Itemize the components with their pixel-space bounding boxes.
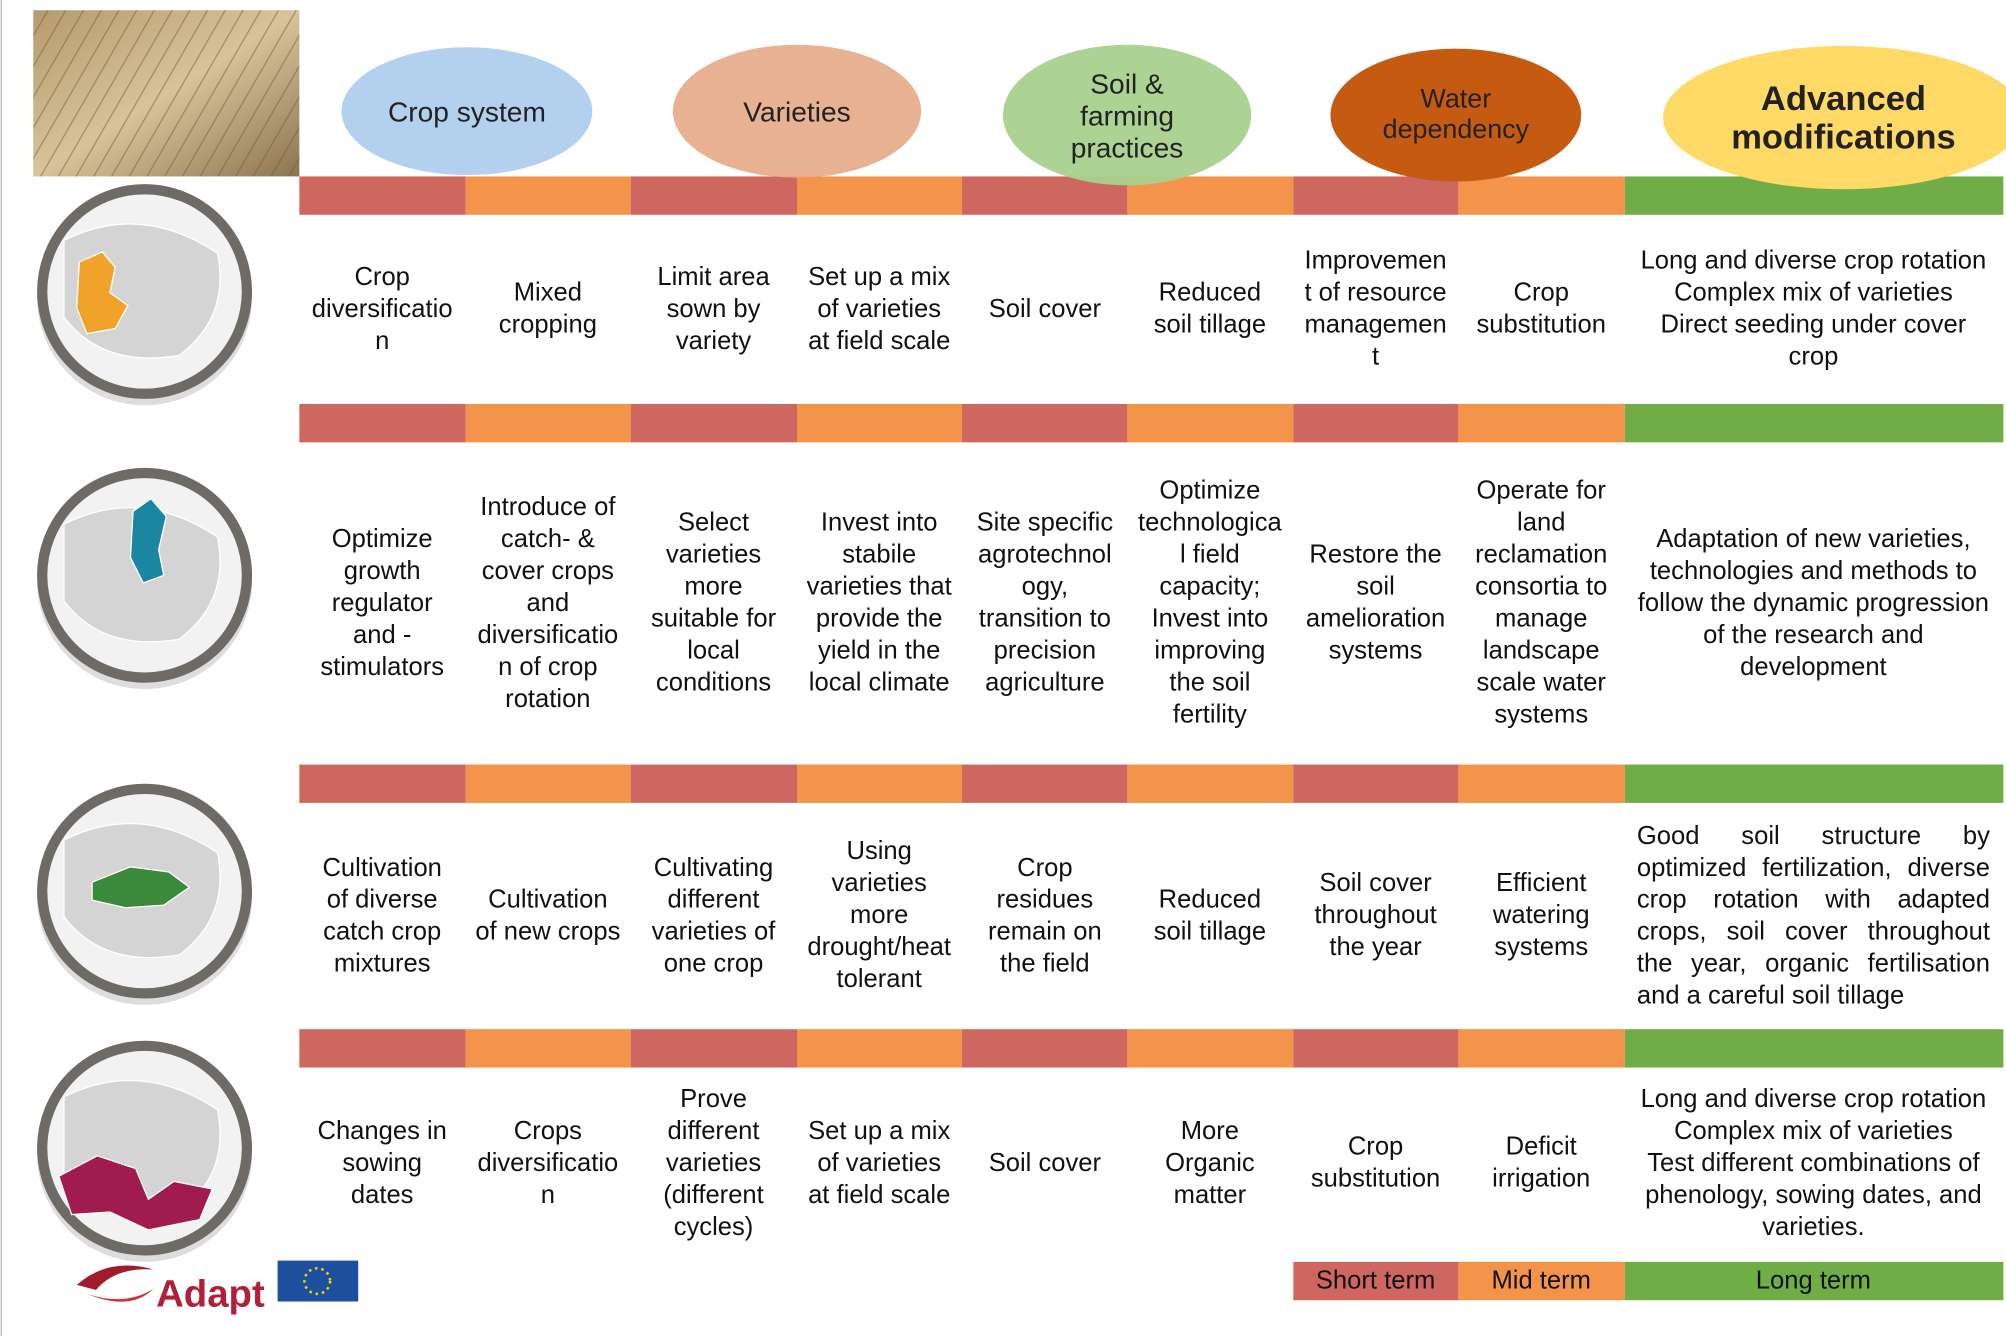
measure-cell: Set up a mix of varieties at field scale — [808, 262, 951, 355]
legend-item: Short term — [1292, 1261, 1459, 1301]
measure-cell: Mixed cropping — [498, 278, 597, 339]
term-bar — [1624, 764, 2003, 803]
term-bar — [962, 404, 1128, 443]
measure-cell: Optimize technological field capacity; I… — [1138, 476, 1282, 729]
term-bar — [465, 1029, 631, 1068]
term-bar — [1127, 764, 1293, 803]
legend-item: Mid term — [1458, 1261, 1625, 1301]
advanced-cell: Adaptation of new varieties, technologie… — [1637, 524, 1990, 681]
advanced-cell: Long and diverse crop rotation Complex m… — [1640, 246, 1987, 371]
term-bar — [630, 1029, 797, 1068]
term-bar — [1127, 1029, 1293, 1068]
term-bar — [1127, 404, 1293, 443]
logo-text: Adapt — [156, 1273, 265, 1316]
term-bar — [1458, 404, 1625, 443]
term-bar — [630, 764, 797, 803]
measure-cell: Efficient watering systems — [1492, 869, 1590, 962]
measure-cell: Reduced soil tillage — [1153, 278, 1267, 339]
term-bar — [796, 404, 963, 443]
measure-cell: Cultivation of new crops — [475, 885, 621, 946]
logo-eu — [277, 1260, 359, 1302]
region — [129, 497, 168, 584]
measure-cell: Introduce of catch- & cover crops and di… — [477, 492, 619, 713]
measure-cell: Crops diversification — [477, 1116, 619, 1209]
legend-item: Long term — [1624, 1261, 2003, 1301]
measure-cell: Changes in sowing dates — [317, 1116, 447, 1209]
advanced-cell: Good soil structure by optimized fertili… — [1636, 821, 1990, 1010]
measure-cell: Soil cover throughout the year — [1314, 869, 1437, 962]
measure-cell: Operate for land reclamation consortia t… — [1475, 476, 1608, 729]
term-bar — [796, 176, 963, 215]
term-bar — [299, 1029, 466, 1068]
measure-cell: Set up a mix of varieties at field scale — [808, 1116, 951, 1209]
measure-cell: Cultivation of diverse catch crop mixtur… — [322, 853, 442, 978]
term-bar — [796, 764, 963, 803]
category-header: Water dependency — [1330, 48, 1582, 182]
measure-cell: Crop diversification — [311, 262, 453, 355]
term-bar — [1292, 404, 1459, 443]
term-bar — [962, 1029, 1128, 1068]
term-bar — [1292, 764, 1459, 803]
category-header: Soil & farming practices — [1002, 44, 1252, 186]
term-bar — [1624, 1029, 2003, 1068]
term-bar — [1292, 1029, 1459, 1068]
category-header: Varieties — [672, 44, 922, 178]
term-bar — [465, 404, 631, 443]
term-bar — [1458, 176, 1625, 215]
measure-cell: Improvement of resource management — [1304, 246, 1447, 371]
term-bar — [299, 764, 466, 803]
region — [91, 866, 191, 909]
category-header: Crop system — [341, 47, 593, 176]
term-bar — [1458, 1029, 1625, 1068]
term-bar — [962, 764, 1128, 803]
category-header: Advanced modifications — [1663, 46, 2006, 190]
term-bar — [1624, 404, 2003, 443]
term-bar — [299, 404, 466, 443]
measure-cell: Soil cover — [988, 294, 1102, 323]
advanced-cell: Long and diverse crop rotation Complex m… — [1640, 1084, 1987, 1241]
measure-cell: Prove different varieties (different cyc… — [663, 1084, 764, 1241]
measure-cell: Deficit irrigation — [1492, 1132, 1591, 1193]
measure-cell: Invest into stabile varieties that provi… — [806, 508, 952, 697]
measure-cell: Optimize growth regulator and -stimulato… — [320, 524, 445, 681]
measure-cell: Using varieties more drought/heat tolera… — [807, 837, 952, 994]
term-bar — [630, 176, 797, 215]
measure-cell: Soil cover — [988, 1148, 1102, 1177]
measure-cell: Cultivating different varieties of one c… — [651, 853, 776, 978]
region — [76, 251, 129, 335]
term-bar — [630, 404, 797, 443]
term-bar — [299, 176, 466, 215]
measure-cell: Crop residues remain on the field — [987, 853, 1102, 978]
region — [58, 1155, 214, 1231]
measure-cell: Reduced soil tillage — [1153, 885, 1267, 946]
logo-adapt: Adapt — [76, 1265, 265, 1316]
measure-cell: Crop substitution — [1310, 1132, 1441, 1193]
term-bar — [1292, 176, 1459, 215]
wheat-texture — [33, 10, 300, 177]
measure-cell: More Organic matter — [1165, 1116, 1255, 1209]
measure-cell: Restore the soil amelioration systems — [1305, 540, 1446, 665]
measure-cell: Site specific agrotechnology, transition… — [976, 508, 1114, 697]
measure-cell: Select varieties more suitable for local… — [650, 508, 777, 697]
term-bar — [1458, 764, 1625, 803]
term-bar — [796, 1029, 963, 1068]
measure-cell: Limit area sown by variety — [657, 262, 770, 355]
term-bar — [465, 176, 631, 215]
term-bar — [465, 764, 631, 803]
measure-cell: Crop substitution — [1476, 278, 1606, 339]
